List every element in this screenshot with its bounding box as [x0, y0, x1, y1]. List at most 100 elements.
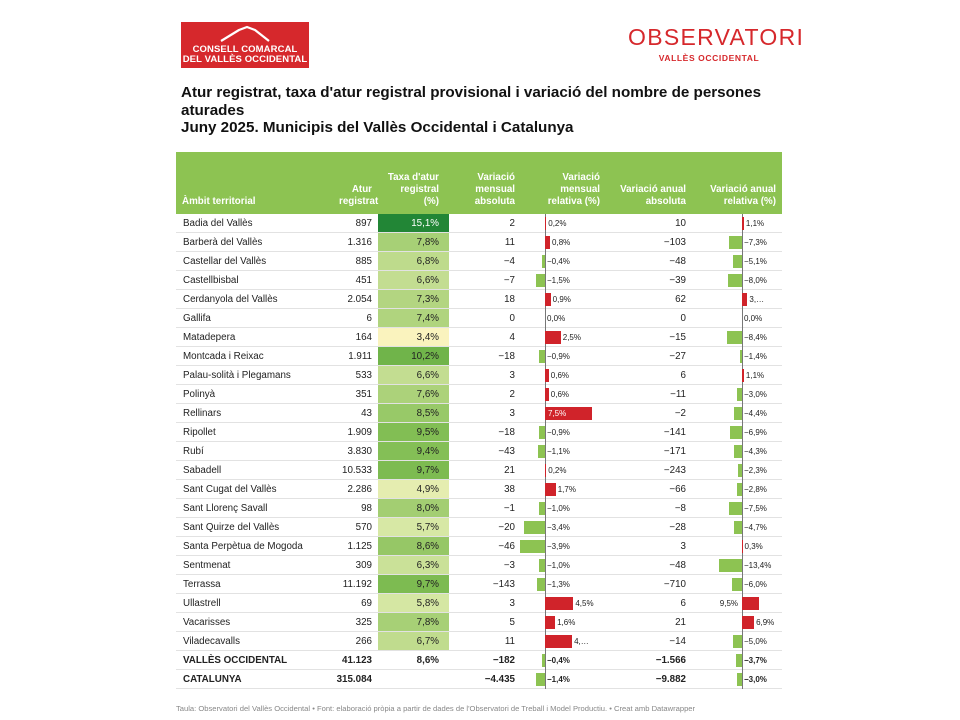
cell-var-anual-abs: 6 — [606, 593, 692, 613]
var-label: −3,7% — [744, 656, 767, 665]
table-row: Vacarisses 325 7,8% 5 1,6% 21 6,9% — [176, 612, 782, 632]
var-label: −4,7% — [744, 523, 767, 532]
cell-var-anual-rel: −2,3% — [692, 460, 782, 480]
cell-taxa: 9,7% — [378, 574, 449, 594]
zero-axis-line — [545, 537, 546, 556]
cell-var-anual-rel: −4,7% — [692, 517, 782, 537]
cell-var-mens-rel: 4,5% — [521, 593, 606, 613]
vmr-bar — [545, 616, 556, 629]
vmr-bar — [535, 274, 545, 287]
cell-var-anual-rel: −13,4% — [692, 555, 782, 575]
cell-var-mens-rel: −0,4% — [521, 251, 606, 271]
cell-var-anual-abs: 0 — [606, 308, 692, 328]
cell-atur: 3.830 — [333, 441, 378, 461]
var-label: 1,1% — [745, 371, 765, 380]
var-label: 1,1% — [745, 219, 765, 228]
var-bar — [736, 388, 742, 401]
table-row: Rubí 3.830 9,4% −43 −1,1% −171 −4,3% — [176, 441, 782, 461]
vmr-label: −3,4% — [547, 523, 570, 532]
table-row: Sabadell 10.533 9,7% 21 0,2% −243 −2,3% — [176, 460, 782, 480]
cell-taxa: 8,0% — [378, 498, 449, 518]
cell-var-anual-abs: −14 — [606, 631, 692, 651]
cell-var-mens-abs: 5 — [449, 612, 521, 632]
zero-axis-line — [545, 347, 546, 366]
cell-ambit: Castellbisbal — [176, 270, 333, 290]
cell-taxa: 7,8% — [378, 232, 449, 252]
vmr-bar — [539, 350, 545, 363]
vmr-label: 0,6% — [550, 390, 569, 399]
var-bar — [736, 673, 742, 686]
cell-taxa: 7,8% — [378, 612, 449, 632]
data-table: Àmbit territorial Atur registrat Taxa d'… — [176, 152, 782, 689]
cell-ambit: Viladecavalls — [176, 631, 333, 651]
var-label: 0,0% — [744, 314, 763, 323]
cell-var-mens-abs: −18 — [449, 422, 521, 442]
cell-var-anual-rel: −3,0% — [692, 669, 782, 689]
cell-atur: 98 — [333, 498, 378, 518]
table-row: Castellbisbal 451 6,6% −7 −1,5% −39 −8,0% — [176, 270, 782, 290]
table-row: Palau-solità i Plegamans 533 6,6% 3 0,6% 6 1,1… — [176, 365, 782, 385]
cell-var-mens-abs: 3 — [449, 593, 521, 613]
cell-ambit: Terrassa — [176, 574, 333, 594]
cell-var-mens-rel: 2,5% — [521, 327, 606, 347]
logo-right-title: OBSERVATORI — [628, 24, 805, 50]
vmr-bar — [545, 464, 547, 477]
zero-axis-line — [545, 309, 546, 328]
vmr-label: −1,5% — [547, 276, 570, 285]
vmr-label: −1,1% — [547, 447, 570, 456]
var-label: −4,4% — [744, 409, 767, 418]
cell-var-mens-rel: −0,9% — [521, 346, 606, 366]
table-row: Viladecavalls 266 6,7% 11 4,… −14 −5,0% — [176, 631, 782, 651]
cell-ambit: Gallifa — [176, 308, 333, 328]
var-label: 3,… — [749, 295, 765, 304]
zero-axis-line — [545, 442, 546, 461]
cell-atur: 1.125 — [333, 536, 378, 556]
cell-atur: 43 — [333, 403, 378, 423]
cell-atur: 1.316 — [333, 232, 378, 252]
cell-var-anual-abs: −9.882 — [606, 669, 692, 689]
cell-atur: 570 — [333, 517, 378, 537]
var-bar — [742, 293, 748, 306]
vmr-bar — [542, 654, 545, 667]
var-label: −13,4% — [744, 561, 772, 570]
var-label: −5,1% — [744, 257, 767, 266]
var-label: −4,3% — [744, 447, 767, 456]
cell-var-mens-rel: 4,… — [521, 631, 606, 651]
table-row: Polinyà 351 7,6% 2 0,6% −11 −3,0% — [176, 384, 782, 404]
vmr-label: −1,0% — [547, 561, 570, 570]
vmr-bar — [545, 293, 551, 306]
cell-var-mens-rel: 0,8% — [521, 232, 606, 252]
vmr-label: 0,2% — [548, 219, 567, 228]
zero-axis-line — [742, 461, 743, 480]
cell-atur: 1.909 — [333, 422, 378, 442]
cell-atur: 10.533 — [333, 460, 378, 480]
cell-ambit: Santa Perpètua de Mogoda — [176, 536, 333, 556]
cell-var-anual-abs: −48 — [606, 555, 692, 575]
cell-var-anual-rel: −2,8% — [692, 479, 782, 499]
cell-ambit: Ripollet — [176, 422, 333, 442]
logo-left-line2: DEL VALLÈS OCCIDENTAL — [182, 54, 308, 65]
zero-axis-line — [545, 271, 546, 290]
var-bar — [718, 559, 742, 572]
cell-var-anual-abs: −171 — [606, 441, 692, 461]
cell-var-anual-abs: −66 — [606, 479, 692, 499]
cell-ambit: Badia del Vallès — [176, 214, 333, 233]
cell-var-anual-abs: −28 — [606, 517, 692, 537]
cell-var-mens-abs: −182 — [449, 650, 521, 670]
cell-var-mens-abs: −3 — [449, 555, 521, 575]
cell-ambit: VALLÈS OCCIDENTAL — [176, 650, 333, 670]
cell-var-mens-rel: 0,2% — [521, 214, 606, 233]
cell-var-mens-abs: 38 — [449, 479, 521, 499]
vmr-label: 4,5% — [575, 599, 594, 608]
cell-var-anual-rel: −6,0% — [692, 574, 782, 594]
cell-var-mens-abs: −20 — [449, 517, 521, 537]
cell-ambit: Sant Cugat del Vallès — [176, 479, 333, 499]
cell-taxa: 5,7% — [378, 517, 449, 537]
cell-taxa: 8,6% — [378, 650, 449, 670]
cell-var-anual-abs: −27 — [606, 346, 692, 366]
header-var-mens-abs: Variació mensual absoluta — [449, 152, 521, 214]
observatori-logo: OBSERVATORI VALLÈS OCCIDENTAL — [628, 24, 803, 64]
vmr-label: −0,4% — [547, 257, 570, 266]
vmr-bar — [538, 559, 545, 572]
zero-axis-line — [742, 670, 743, 689]
